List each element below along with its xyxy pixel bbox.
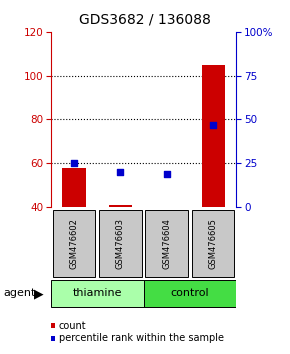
Text: agent: agent xyxy=(3,289,35,298)
Bar xyxy=(202,65,225,207)
Text: GSM476605: GSM476605 xyxy=(209,218,218,269)
Point xyxy=(164,171,169,177)
FancyBboxPatch shape xyxy=(51,280,144,307)
Point xyxy=(118,169,123,175)
Point xyxy=(72,160,76,166)
FancyBboxPatch shape xyxy=(99,210,142,277)
Text: GDS3682 / 136088: GDS3682 / 136088 xyxy=(79,12,211,27)
FancyBboxPatch shape xyxy=(192,210,235,277)
Text: percentile rank within the sample: percentile rank within the sample xyxy=(59,333,224,343)
FancyBboxPatch shape xyxy=(145,210,188,277)
Bar xyxy=(109,205,132,207)
Bar xyxy=(62,168,86,207)
Text: count: count xyxy=(59,320,86,331)
Text: control: control xyxy=(171,289,209,298)
Point xyxy=(211,122,215,127)
Text: GSM476602: GSM476602 xyxy=(69,218,79,269)
FancyBboxPatch shape xyxy=(52,210,95,277)
Text: ▶: ▶ xyxy=(34,287,44,300)
Text: GSM476604: GSM476604 xyxy=(162,218,171,269)
Text: thiamine: thiamine xyxy=(72,289,122,298)
Text: GSM476603: GSM476603 xyxy=(116,218,125,269)
FancyBboxPatch shape xyxy=(144,280,236,307)
